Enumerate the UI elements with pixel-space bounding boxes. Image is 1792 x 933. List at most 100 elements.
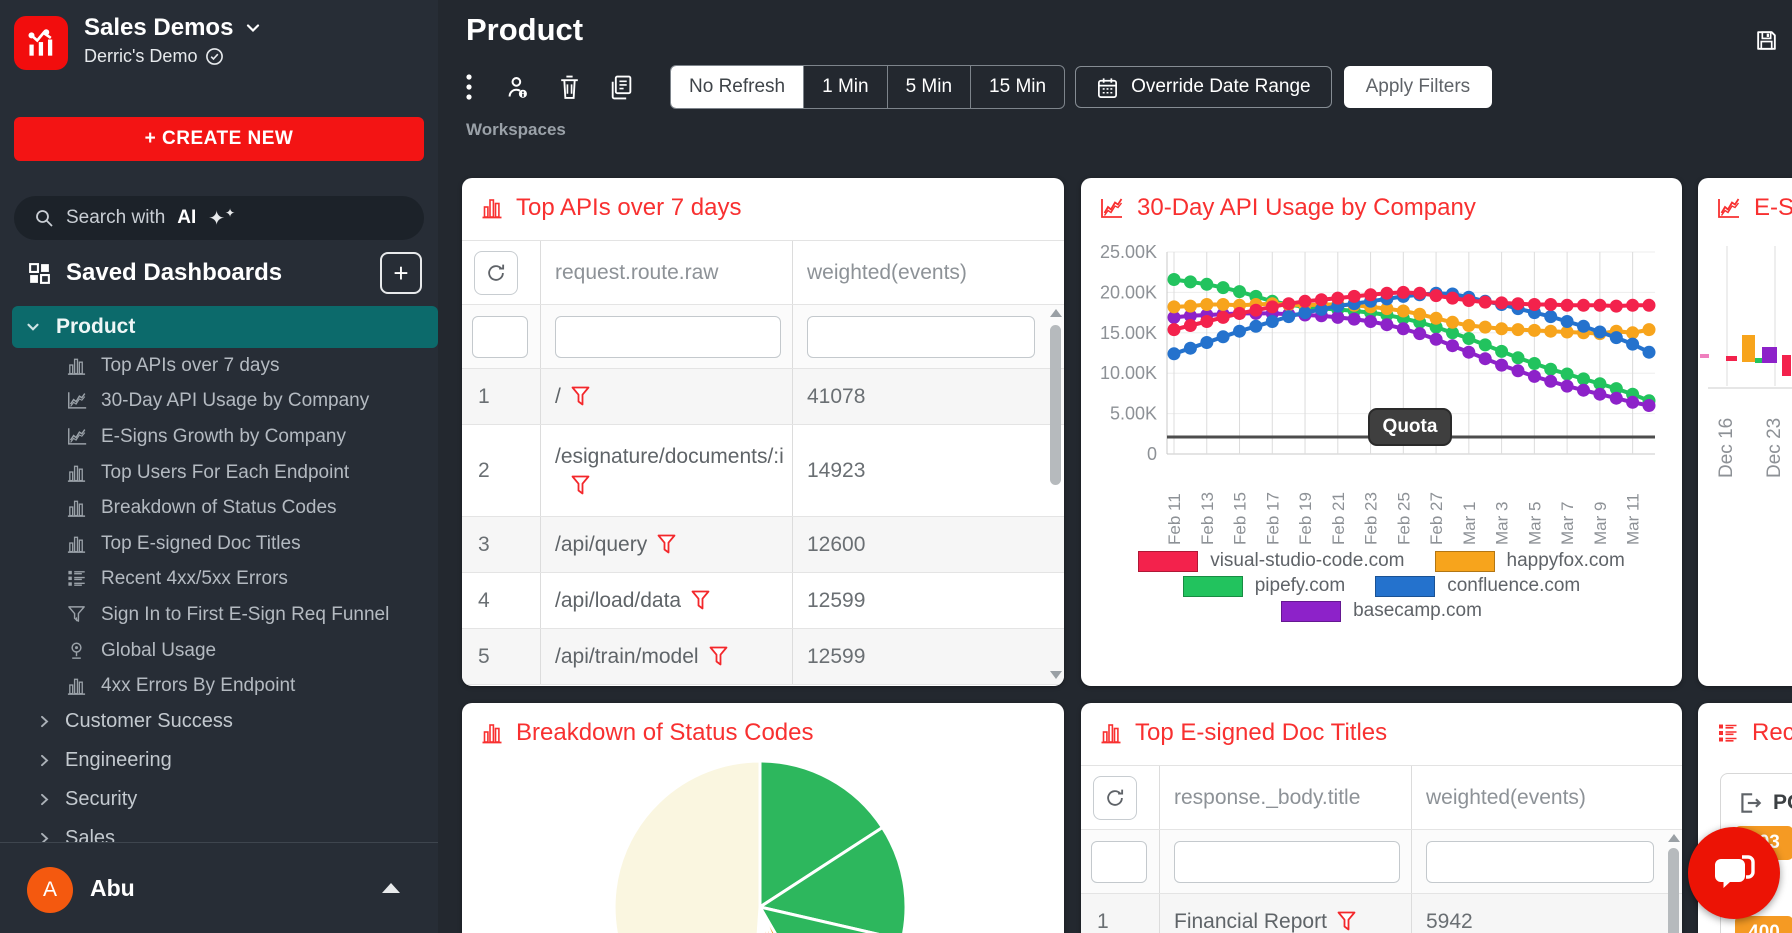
chevron-down-icon xyxy=(27,323,39,331)
refresh-table-button[interactable] xyxy=(1093,775,1137,820)
rank-filter-input[interactable] xyxy=(1091,840,1147,883)
table-scrollbar[interactable] xyxy=(1048,305,1063,683)
svg-text:Mar 1: Mar 1 xyxy=(1460,502,1479,545)
refresh-option-no-refresh[interactable]: No Refresh xyxy=(671,66,804,108)
sidebar-item-label: E-Signs Growth by Company xyxy=(101,425,346,447)
user-info-icon[interactable] xyxy=(504,74,531,101)
sidebar-group[interactable]: Customer Success xyxy=(0,702,438,741)
sidebar-item-label: Global Usage xyxy=(101,639,217,661)
filter-funnel-icon[interactable] xyxy=(1337,911,1356,932)
saved-dashboards-header: Saved Dashboards + xyxy=(0,252,438,294)
sidebar-item[interactable]: Breakdown of Status Codes xyxy=(0,490,438,526)
create-new-button[interactable]: + CREATE NEW xyxy=(14,117,424,161)
sidebar-item[interactable]: 4xx Errors By Endpoint xyxy=(0,668,438,704)
svg-text:Feb 15: Feb 15 xyxy=(1231,492,1250,545)
legend-item[interactable]: visual-studio-code.com xyxy=(1138,550,1405,572)
column-filter-input[interactable] xyxy=(1426,840,1654,883)
request-method: POST xyxy=(1737,790,1792,816)
save-dashboard-icon[interactable] xyxy=(1754,28,1779,53)
bar-chart-icon xyxy=(1099,721,1123,745)
card-title-label: E-Signs Growth by Company xyxy=(1754,194,1792,221)
scroll-down-icon[interactable] xyxy=(1050,671,1062,679)
table-scrollbar[interactable] xyxy=(1666,830,1681,933)
key-cell: /api/query xyxy=(540,517,792,572)
svg-text:Dec 16: Dec 16 xyxy=(1716,418,1737,478)
column-filter-input[interactable] xyxy=(555,315,781,358)
column-filter-input[interactable] xyxy=(807,315,1035,358)
sidebar-group[interactable]: Security xyxy=(0,780,438,819)
duplicate-icon[interactable] xyxy=(608,74,634,101)
refresh-option-1-min[interactable]: 1 Min xyxy=(803,66,886,108)
scroll-up-icon[interactable] xyxy=(1050,309,1062,317)
sidebar-item[interactable]: Top Users For Each Endpoint xyxy=(0,455,438,491)
column-header[interactable]: weighted(events) xyxy=(1426,785,1586,809)
add-dashboard-button[interactable]: + xyxy=(380,252,422,294)
svg-text:20.00K: 20.00K xyxy=(1100,282,1157,302)
funnel-icon xyxy=(66,604,88,626)
sidebar-item[interactable]: Top APIs over 7 days xyxy=(0,348,438,384)
scroll-up-icon[interactable] xyxy=(1668,834,1680,842)
sidebar-item[interactable]: Recent 4xx/5xx Errors xyxy=(0,562,438,598)
table-row: 5/api/train/model 12599 xyxy=(462,629,1064,685)
refresh-table-button[interactable] xyxy=(474,250,518,295)
column-header[interactable]: response._body.title xyxy=(1174,785,1361,809)
legend-item[interactable]: basecamp.com xyxy=(1281,600,1482,622)
scrollbar-thumb[interactable] xyxy=(1668,848,1679,933)
chevron-right-icon xyxy=(36,830,53,847)
usage-line-chart: 0 5.00K 10.00K 15.00K 20.00K 25.00K Feb 11 Feb … xyxy=(1100,242,1656,545)
sidebar-item[interactable]: Top E-signed Doc Titles xyxy=(0,526,438,562)
value-cell: 5942 xyxy=(1411,894,1682,933)
refresh-option-15-min[interactable]: 15 Min xyxy=(970,66,1064,108)
column-filter-input[interactable] xyxy=(1174,840,1400,883)
table-row: 3/api/query 12600 xyxy=(462,517,1064,573)
sparkles-icon: ✦✦ xyxy=(208,205,236,230)
legend-item[interactable]: pipefy.com xyxy=(1182,575,1346,597)
legend-label: pipefy.com xyxy=(1254,575,1346,596)
refresh-option-5-min[interactable]: 5 Min xyxy=(886,66,970,108)
table-row: 4/api/load/data 12599 xyxy=(462,573,1064,629)
status-badge: 400 xyxy=(1735,916,1792,933)
sidebar-item-product[interactable]: Product xyxy=(12,306,438,348)
apply-filters-button[interactable]: Apply Filters xyxy=(1343,66,1493,108)
svg-text:Mar 3: Mar 3 xyxy=(1493,502,1512,545)
bar-chart-icon xyxy=(66,462,88,484)
override-date-range-button[interactable]: Override Date Range xyxy=(1075,66,1332,108)
sidebar-item[interactable]: Sign In to First E-Sign Req Funnel xyxy=(0,597,438,633)
search-input[interactable]: Search with AI ✦✦ xyxy=(14,196,424,240)
filter-funnel-icon[interactable] xyxy=(691,590,710,611)
search-ai-label: AI xyxy=(177,207,197,228)
more-vertical-icon[interactable] xyxy=(466,74,472,100)
rank-filter-input[interactable] xyxy=(472,315,528,358)
moesif-logo-icon[interactable] xyxy=(14,16,68,70)
delete-icon[interactable] xyxy=(557,74,582,101)
svg-text:Feb 17: Feb 17 xyxy=(1263,492,1282,545)
legend-item[interactable]: happyfox.com xyxy=(1434,550,1625,572)
sidebar-group[interactable]: Engineering xyxy=(0,741,438,780)
collapse-caret-icon[interactable] xyxy=(382,883,400,893)
sidebar-item[interactable]: E-Signs Growth by Company xyxy=(0,419,438,455)
svg-text:Feb 23: Feb 23 xyxy=(1362,492,1381,545)
column-header[interactable]: weighted(events) xyxy=(807,260,967,284)
filter-funnel-icon[interactable] xyxy=(571,475,590,496)
filter-funnel-icon[interactable] xyxy=(709,646,728,667)
legend-item[interactable]: confluence.com xyxy=(1375,575,1580,597)
key-cell: /esignature/documents/:i xyxy=(540,425,792,516)
filter-funnel-icon[interactable] xyxy=(571,386,590,407)
filter-funnel-icon[interactable] xyxy=(657,534,676,555)
sidebar-item[interactable]: 30-Day API Usage by Company xyxy=(0,384,438,420)
chat-support-button[interactable] xyxy=(1688,827,1780,919)
sidebar-item[interactable]: Global Usage xyxy=(0,633,438,669)
column-header[interactable]: request.route.raw xyxy=(555,260,719,284)
line-chart-icon xyxy=(66,426,88,448)
line-chart-icon xyxy=(66,390,88,412)
org-name-label: Sales Demos xyxy=(84,14,234,41)
svg-text:Mar 11: Mar 11 xyxy=(1624,493,1643,545)
svg-text:Feb 19: Feb 19 xyxy=(1296,492,1315,545)
org-switcher[interactable]: Sales Demos xyxy=(84,14,263,42)
card-doc-titles: Top E-signed Doc Titles response._body.t… xyxy=(1081,703,1682,933)
sidebar-group-label: Engineering xyxy=(65,749,172,771)
card-title-label: Top APIs over 7 days xyxy=(516,194,742,221)
user-avatar[interactable]: A xyxy=(27,867,73,913)
workspace-switcher[interactable]: Derric's Demo xyxy=(84,46,224,67)
scrollbar-thumb[interactable] xyxy=(1050,325,1061,485)
